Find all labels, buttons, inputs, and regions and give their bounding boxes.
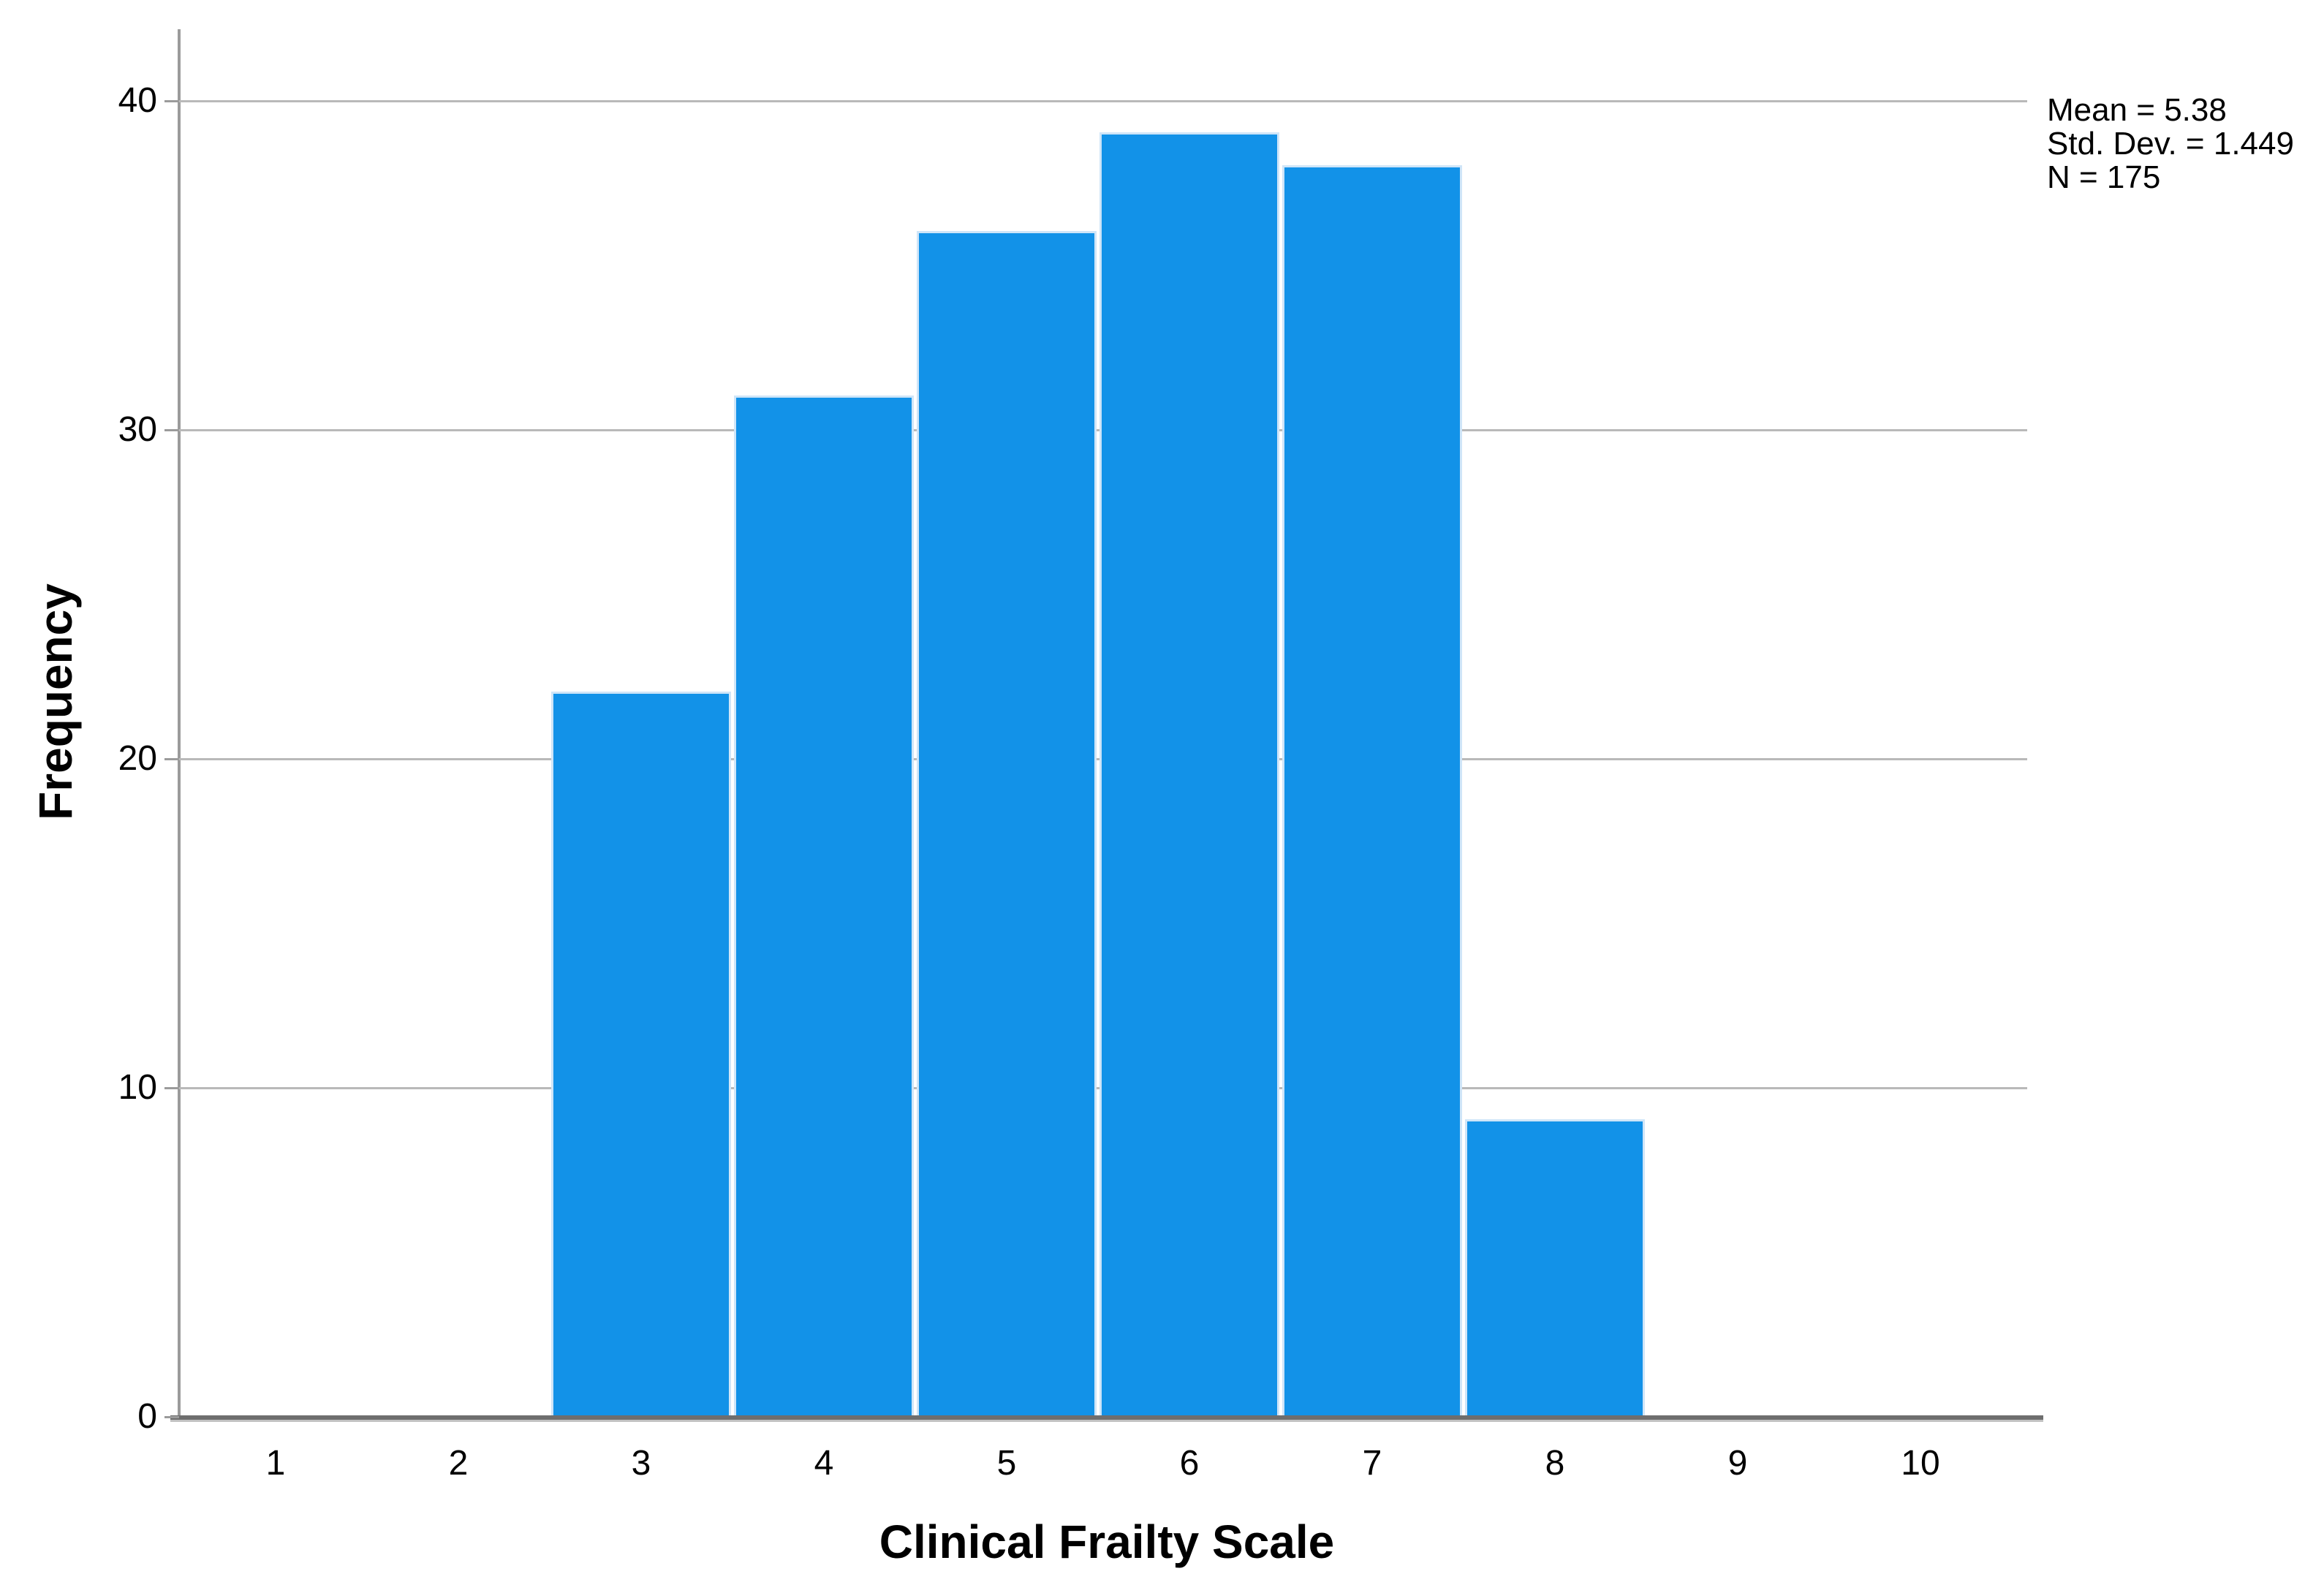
y-tick-20 — [164, 758, 179, 760]
x-tick-label-1: 1 — [265, 1444, 286, 1483]
stats-mean: Mean = 5.38 — [2047, 92, 2227, 128]
y-axis-title: Frequency — [29, 583, 82, 820]
y-tick-10 — [164, 1087, 179, 1089]
x-tick-label-6: 6 — [1179, 1444, 1200, 1483]
x-tick-label-7: 7 — [1362, 1444, 1382, 1483]
plot-area: 0 10 20 30 40 1 2 3 4 5 6 7 8 9 10 — [118, 29, 2043, 1483]
bar-3 — [551, 692, 731, 1415]
y-tick-label-30: 30 — [118, 410, 157, 449]
x-tick-label-10: 10 — [1901, 1444, 1940, 1483]
y-tick-label-40: 40 — [118, 81, 157, 120]
x-tick-label-4: 4 — [814, 1444, 834, 1483]
bar-8 — [1465, 1119, 1645, 1415]
y-tick-label-20: 20 — [118, 739, 157, 778]
x-tick-label-8: 8 — [1545, 1444, 1565, 1483]
x-axis-title: Clinical Frailty Scale — [879, 1516, 1335, 1568]
y-axis-line — [178, 29, 181, 1420]
gridline-y-40 — [179, 100, 2027, 102]
bar-7 — [1282, 165, 1462, 1415]
bar-6 — [1099, 132, 1279, 1415]
y-tick-0 — [164, 1416, 179, 1418]
stats-n: N = 175 — [2047, 159, 2161, 195]
bar-4 — [734, 396, 914, 1415]
x-axis-line — [170, 1415, 2043, 1420]
x-tick-label-2: 2 — [448, 1444, 469, 1483]
x-tick-label-5: 5 — [996, 1444, 1017, 1483]
y-tick-30 — [164, 429, 179, 431]
stats-std-dev: Std. Dev. = 1.449 — [2047, 126, 2294, 162]
x-tick-label-9: 9 — [1727, 1444, 1748, 1483]
stats-annotation: Mean = 5.38 Std. Dev. = 1.449 N = 175 — [2047, 94, 2294, 194]
y-tick-label-0: 0 — [137, 1397, 157, 1436]
y-tick-label-10: 10 — [118, 1068, 157, 1107]
y-tick-40 — [164, 100, 179, 102]
x-tick-label-3: 3 — [631, 1444, 651, 1483]
bar-5 — [917, 231, 1097, 1415]
